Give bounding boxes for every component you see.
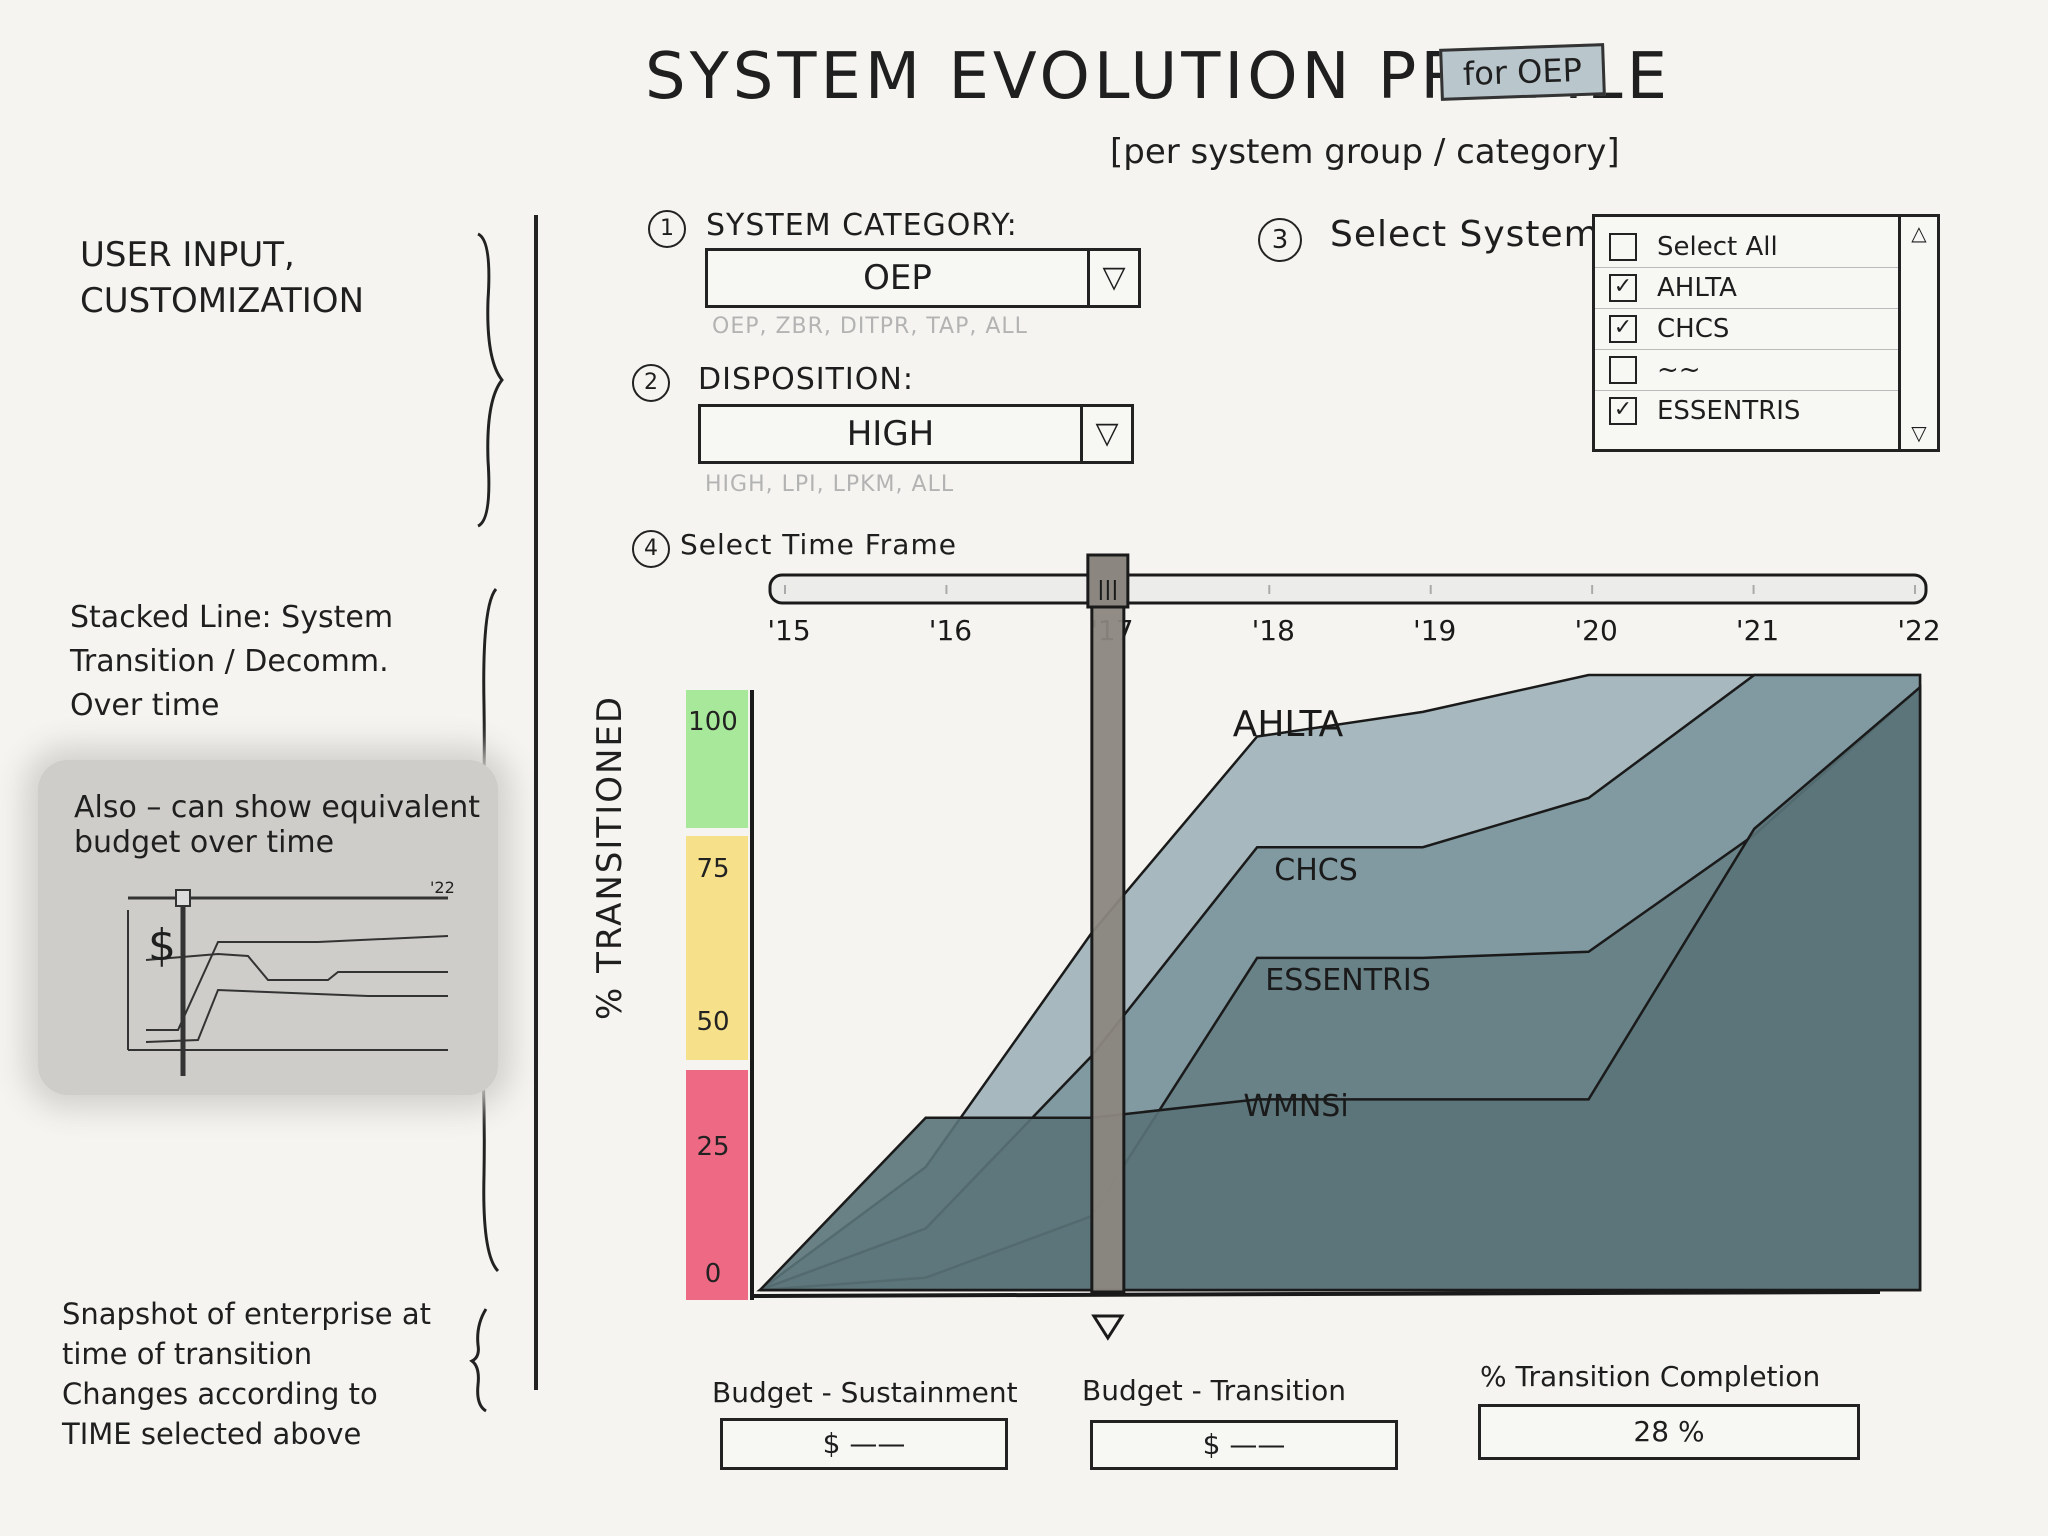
systems-list: Select All ✓ AHLTA ✓ CHCS ~~ ✓ ESSENTRIS: [1595, 217, 1898, 449]
y-tick-label: 25: [696, 1132, 729, 1162]
mini-year-label: '22: [430, 878, 455, 897]
chevron-down-icon[interactable]: ▽: [1095, 416, 1119, 451]
step-2-badge: 2: [632, 364, 670, 402]
disposition-value: HIGH: [701, 407, 1083, 461]
checkbox-checked[interactable]: ✓: [1609, 397, 1637, 425]
systems-label: Select Systems:: [1330, 214, 1633, 255]
y-band-25: [686, 1070, 748, 1300]
checkbox[interactable]: [1609, 233, 1637, 261]
series-area-wmnsi: [757, 684, 1922, 1292]
system-item-essentris[interactable]: ✓ ESSENTRIS: [1595, 391, 1898, 431]
system-item-unnamed[interactable]: ~~: [1595, 350, 1898, 391]
sustainment-field[interactable]: $ ——: [720, 1418, 1008, 1470]
series-label-ahlta: AHLTA: [1233, 704, 1344, 745]
system-item-label: ESSENTRIS: [1657, 396, 1801, 426]
category-label: SYSTEM CATEGORY:: [706, 208, 1018, 243]
chevron-down-icon[interactable]: ▽: [1102, 260, 1126, 295]
time-slider-track: [768, 573, 1928, 605]
category-dropdown[interactable]: OEP ▽: [705, 248, 1141, 308]
mini-budget-chart: [127, 889, 449, 1076]
category-value: OEP: [708, 251, 1090, 305]
step-3-badge: 3: [1258, 218, 1302, 262]
scroll-down-icon[interactable]: ▽: [1911, 421, 1927, 445]
system-item-label: Select All: [1657, 232, 1778, 262]
category-options-hint: OEP, ZBR, DITPR, TAP, ALL: [712, 314, 1028, 339]
section-divider: [534, 215, 538, 1390]
time-slider[interactable]: '15'16'17'18'19'20'21'22: [767, 553, 1941, 1341]
sustainment-label: Budget - Sustainment: [712, 1376, 1018, 1409]
system-item-select-all[interactable]: Select All: [1595, 227, 1898, 268]
systems-listbox[interactable]: Select All ✓ AHLTA ✓ CHCS ~~ ✓ ESSENTRIS…: [1592, 214, 1940, 452]
system-item-label: CHCS: [1657, 314, 1730, 344]
note-user-input: USER INPUT, CUSTOMIZATION: [80, 235, 365, 321]
series-label-wmnsi: WMNSi: [1243, 1089, 1348, 1124]
timeframe-label: Select Time Frame: [680, 528, 957, 561]
disposition-dropdown[interactable]: HIGH ▽: [698, 404, 1134, 464]
year-label: '18: [1252, 614, 1295, 647]
mini-dollar-label: $: [148, 920, 176, 971]
checkbox[interactable]: [1609, 356, 1637, 384]
system-item-ahlta[interactable]: ✓ AHLTA: [1595, 268, 1898, 309]
y-axis-label: % TRANSITIONED: [590, 694, 630, 1020]
y-band-75: [686, 836, 748, 1060]
year-label: '20: [1574, 614, 1617, 647]
y-band-100: [686, 690, 748, 828]
transition-field[interactable]: $ ——: [1090, 1420, 1398, 1470]
step-1-badge: 1: [648, 210, 686, 248]
year-label: '21: [1736, 614, 1779, 647]
x-axis: [751, 1290, 1881, 1298]
y-tick-label: 100: [688, 707, 738, 737]
note-snapshot: Snapshot of enterprise at time of transi…: [62, 1297, 432, 1451]
scroll-up-icon[interactable]: △: [1911, 221, 1927, 245]
system-item-label: ~~: [1657, 355, 1701, 385]
step-4-badge: 4: [632, 530, 670, 568]
system-item-label: AHLTA: [1657, 273, 1737, 303]
y-tick-label: 50: [696, 1007, 729, 1037]
y-tick-label: 75: [696, 854, 729, 884]
series-label-essentris: ESSENTRIS: [1265, 963, 1431, 998]
year-label: '16: [929, 614, 972, 647]
system-item-chcs[interactable]: ✓ CHCS: [1595, 309, 1898, 350]
budget-preview-panel: Also – can show equivalent budget over t…: [38, 760, 498, 1095]
chart-plot: 100 75 50 25 0 AHLTA CHCS ESSENTRIS WMNSi: [686, 673, 1922, 1300]
disposition-label: DISPOSITION:: [698, 362, 914, 397]
note-also: Also – can show equivalent budget over t…: [74, 790, 480, 860]
completion-field[interactable]: 28 %: [1478, 1404, 1860, 1460]
disposition-options-hint: HIGH, LPI, LPKM, ALL: [705, 472, 955, 497]
year-label: '15: [767, 614, 810, 647]
year-label: '22: [1897, 614, 1940, 647]
completion-label: % Transition Completion: [1480, 1360, 1821, 1393]
page-subtitle: [per system group / category]: [1110, 132, 1620, 172]
checkbox-checked[interactable]: ✓: [1609, 315, 1637, 343]
checkbox-checked[interactable]: ✓: [1609, 274, 1637, 302]
y-tick-label: 0: [705, 1259, 722, 1289]
time-cursor-marker-icon: [1091, 1314, 1125, 1341]
note-stacked-line: Stacked Line: System Transition / Decomm…: [70, 600, 394, 723]
time-cursor-bar: [1090, 605, 1126, 1294]
transition-label: Budget - Transition: [1082, 1374, 1347, 1407]
systems-scrollbar[interactable]: △ ▽: [1898, 217, 1937, 449]
series-label-chcs: CHCS: [1274, 853, 1358, 888]
brace-user-input: [477, 232, 504, 528]
year-label: '19: [1413, 614, 1456, 647]
brace-snapshot: [469, 1308, 488, 1413]
